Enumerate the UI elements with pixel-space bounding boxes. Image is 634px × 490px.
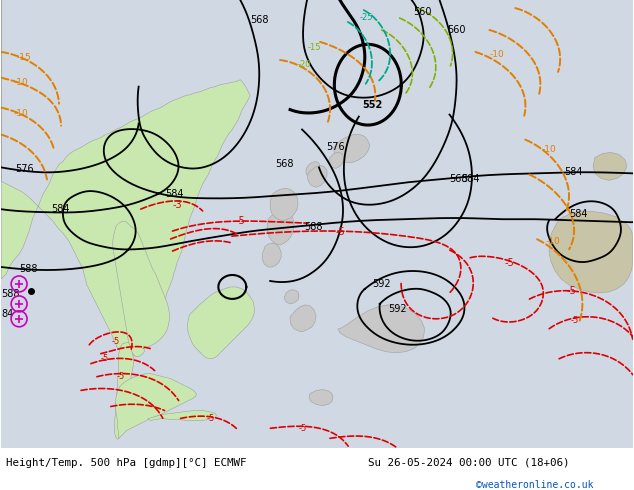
- Polygon shape: [116, 373, 197, 439]
- Text: ©weatheronline.co.uk: ©weatheronline.co.uk: [476, 480, 593, 490]
- Polygon shape: [267, 209, 294, 245]
- Polygon shape: [1, 0, 250, 357]
- Polygon shape: [549, 211, 633, 293]
- Text: 560: 560: [413, 7, 432, 17]
- Text: -5: -5: [335, 227, 345, 237]
- Text: -15: -15: [16, 53, 31, 62]
- Text: 568: 568: [275, 159, 294, 170]
- Text: 84: 84: [1, 309, 13, 319]
- Text: 592: 592: [372, 279, 391, 289]
- Text: 576: 576: [15, 164, 34, 174]
- Polygon shape: [334, 135, 370, 162]
- Text: 552: 552: [362, 99, 382, 110]
- Text: 568: 568: [450, 174, 468, 184]
- Text: -15: -15: [308, 43, 321, 52]
- Polygon shape: [593, 152, 627, 180]
- Text: -10: -10: [13, 109, 28, 118]
- Polygon shape: [329, 152, 344, 169]
- Text: -10: -10: [541, 145, 556, 154]
- Text: Height/Temp. 500 hPa [gdmp][°C] ECMWF: Height/Temp. 500 hPa [gdmp][°C] ECMWF: [6, 458, 247, 468]
- Text: -5: -5: [566, 286, 576, 296]
- Text: -5: -5: [235, 216, 245, 226]
- Text: 576: 576: [326, 143, 345, 152]
- Text: -5: -5: [101, 354, 109, 363]
- Text: -5: -5: [571, 317, 579, 325]
- Text: 584: 584: [462, 174, 480, 184]
- Polygon shape: [306, 161, 321, 178]
- Text: -20: -20: [298, 60, 311, 69]
- Text: 584: 584: [51, 204, 70, 214]
- Text: -25: -25: [360, 13, 373, 23]
- Polygon shape: [307, 166, 327, 187]
- Polygon shape: [262, 243, 281, 267]
- Text: Su 26-05-2024 00:00 UTC (18+06): Su 26-05-2024 00:00 UTC (18+06): [368, 458, 569, 468]
- Polygon shape: [270, 188, 298, 220]
- Polygon shape: [188, 287, 254, 359]
- Text: 592: 592: [388, 304, 406, 314]
- Text: -5: -5: [299, 424, 307, 433]
- Polygon shape: [290, 305, 316, 332]
- Text: -5: -5: [117, 372, 125, 381]
- Text: -5: -5: [112, 337, 120, 346]
- Text: -10: -10: [545, 237, 560, 245]
- Polygon shape: [309, 390, 333, 406]
- Text: -5: -5: [206, 414, 214, 423]
- Polygon shape: [115, 343, 134, 440]
- Polygon shape: [284, 290, 299, 304]
- Text: -3: -3: [172, 200, 182, 210]
- Text: 584: 584: [569, 209, 588, 219]
- Text: 568: 568: [250, 15, 269, 25]
- Text: 588: 588: [1, 289, 20, 299]
- Text: -10: -10: [13, 78, 28, 87]
- Text: 584: 584: [165, 189, 184, 199]
- Text: -10: -10: [489, 50, 504, 59]
- Text: -5: -5: [505, 258, 514, 268]
- Polygon shape: [338, 305, 425, 353]
- Text: 588: 588: [19, 264, 37, 274]
- Text: 584: 584: [564, 168, 583, 177]
- Polygon shape: [148, 411, 216, 420]
- Text: 560: 560: [448, 25, 466, 35]
- Polygon shape: [113, 221, 169, 357]
- Text: 588: 588: [304, 222, 323, 232]
